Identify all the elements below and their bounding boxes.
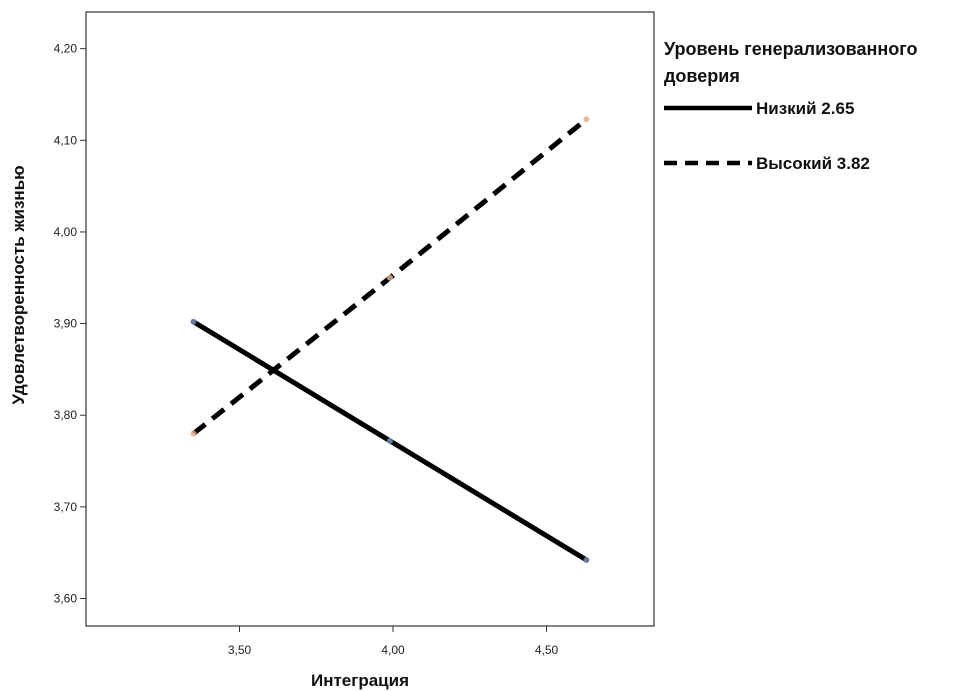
x-tick-label: 4,00 [381, 643, 405, 657]
series-point [583, 557, 590, 564]
y-tick-label: 4,20 [54, 42, 78, 56]
x-tick-label: 4,50 [535, 643, 559, 657]
x-axis-title: Интеграция [311, 671, 409, 690]
y-axis: 3,60 3,70 3,80 3,90 4,00 4,10 4,20 [54, 42, 86, 606]
y-axis-title: Удовлетворенность жизнью [9, 165, 28, 404]
legend-label-low: Низкий 2.65 [756, 99, 854, 118]
legend-label-high: Высокий 3.82 [756, 154, 870, 173]
y-tick-label: 3,90 [54, 317, 78, 331]
y-tick-label: 4,10 [54, 133, 78, 147]
series-point [583, 116, 590, 123]
x-tick-label: 3,50 [228, 643, 252, 657]
series-layer [190, 116, 590, 564]
y-tick-label: 3,70 [54, 500, 78, 514]
legend-title-line-1: Уровень генерализованного [664, 39, 918, 59]
y-tick-label: 3,80 [54, 408, 78, 422]
y-tick-label: 3,60 [54, 592, 78, 606]
plot-area [85, 11, 655, 627]
x-axis: 3,50 4,00 4,50 [228, 626, 559, 657]
legend: Уровень генерализованного доверия Низкий… [664, 39, 918, 173]
series-point [190, 430, 197, 437]
series-point [386, 274, 393, 281]
y-tick-label: 4,00 [54, 225, 78, 239]
series-point [386, 437, 393, 444]
series-point [190, 318, 197, 325]
legend-title-line-2: доверия [664, 66, 740, 86]
